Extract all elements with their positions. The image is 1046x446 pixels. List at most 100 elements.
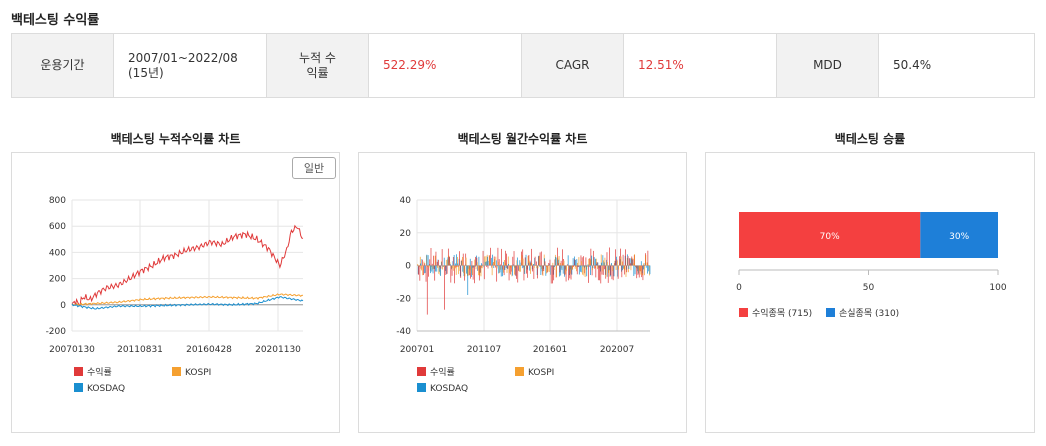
bar [612, 265, 614, 281]
bar [504, 260, 505, 266]
bar [494, 259, 495, 266]
bar [452, 257, 454, 266]
bar [436, 265, 438, 272]
bar [623, 265, 625, 275]
bar [622, 265, 624, 271]
bar [447, 257, 449, 266]
bar [615, 249, 617, 266]
bar [623, 265, 624, 270]
bar [536, 265, 538, 275]
bar [616, 259, 618, 266]
bar [636, 265, 638, 279]
mdd-label: MDD [777, 34, 879, 97]
bar [506, 265, 508, 273]
bar [551, 265, 553, 267]
bar [462, 253, 464, 266]
bar [614, 263, 615, 266]
bar [614, 261, 616, 266]
bar [607, 265, 609, 283]
bar [480, 265, 482, 277]
bar [458, 265, 460, 275]
legend-label: 수익률 [87, 366, 112, 378]
bar [509, 265, 511, 275]
bar [557, 259, 559, 266]
bar [649, 265, 650, 276]
bar [514, 265, 515, 275]
bar [464, 265, 465, 281]
bar [432, 265, 433, 270]
cagr-label: CAGR [522, 34, 624, 97]
bar [540, 265, 541, 267]
bar [576, 259, 578, 266]
bar [567, 255, 569, 266]
bar [490, 262, 492, 266]
bar [508, 265, 510, 281]
x-tick-label: 200701 [400, 345, 434, 355]
legend-label: KOSPI [185, 368, 211, 378]
bar [571, 265, 572, 270]
bar [464, 264, 466, 266]
series-line-수익률 [71, 224, 304, 307]
bar [632, 258, 634, 266]
bar [542, 265, 544, 276]
bar [449, 256, 450, 266]
bar [420, 263, 422, 266]
bar [445, 259, 447, 266]
bar [558, 263, 559, 266]
bar [508, 263, 510, 266]
bar [626, 265, 628, 273]
bar [582, 265, 583, 275]
y-tick-label: -40 [396, 327, 411, 337]
bar [489, 264, 491, 266]
bar [479, 265, 481, 273]
y-tick-label: -20 [396, 294, 411, 304]
bar [491, 265, 493, 276]
bar [489, 256, 491, 266]
bar [545, 265, 547, 276]
bar [500, 265, 502, 270]
chart-mode-button[interactable]: 일반 [292, 157, 336, 179]
bar [515, 265, 517, 277]
bar [424, 265, 425, 274]
cum-chart-panel: 일반 800 600 400 200 0 -200 20070130 20110831 2016… [11, 152, 340, 433]
bar [527, 265, 529, 278]
bar [593, 257, 595, 266]
bar [528, 260, 530, 266]
mdd-value: 50.4% [893, 58, 932, 72]
bar [554, 259, 556, 266]
bar [623, 265, 625, 269]
bar [525, 254, 527, 266]
bar [599, 265, 600, 281]
bar [577, 262, 578, 266]
bar [518, 265, 520, 272]
bar [517, 264, 519, 266]
bar [519, 265, 520, 272]
bar [427, 255, 429, 266]
bar [611, 263, 612, 266]
bar [647, 264, 649, 266]
bar [452, 261, 454, 266]
bar [535, 264, 537, 266]
bar [485, 261, 487, 266]
bar [440, 265, 442, 269]
bar [563, 259, 564, 266]
bar [432, 265, 434, 274]
bar [449, 262, 451, 266]
bar [519, 260, 521, 266]
bar [526, 265, 528, 269]
bar [424, 263, 426, 266]
bar [505, 265, 507, 268]
bar [617, 265, 619, 277]
bar [495, 256, 497, 266]
bar [450, 264, 451, 266]
bar [462, 265, 464, 272]
bar [567, 264, 569, 266]
bar [447, 259, 448, 266]
bar [530, 265, 531, 274]
legend-label: KOSDAQ [430, 384, 468, 394]
bar [485, 256, 487, 266]
bar [528, 255, 530, 266]
bar [522, 258, 524, 266]
bar [532, 264, 534, 266]
bar [470, 265, 471, 279]
